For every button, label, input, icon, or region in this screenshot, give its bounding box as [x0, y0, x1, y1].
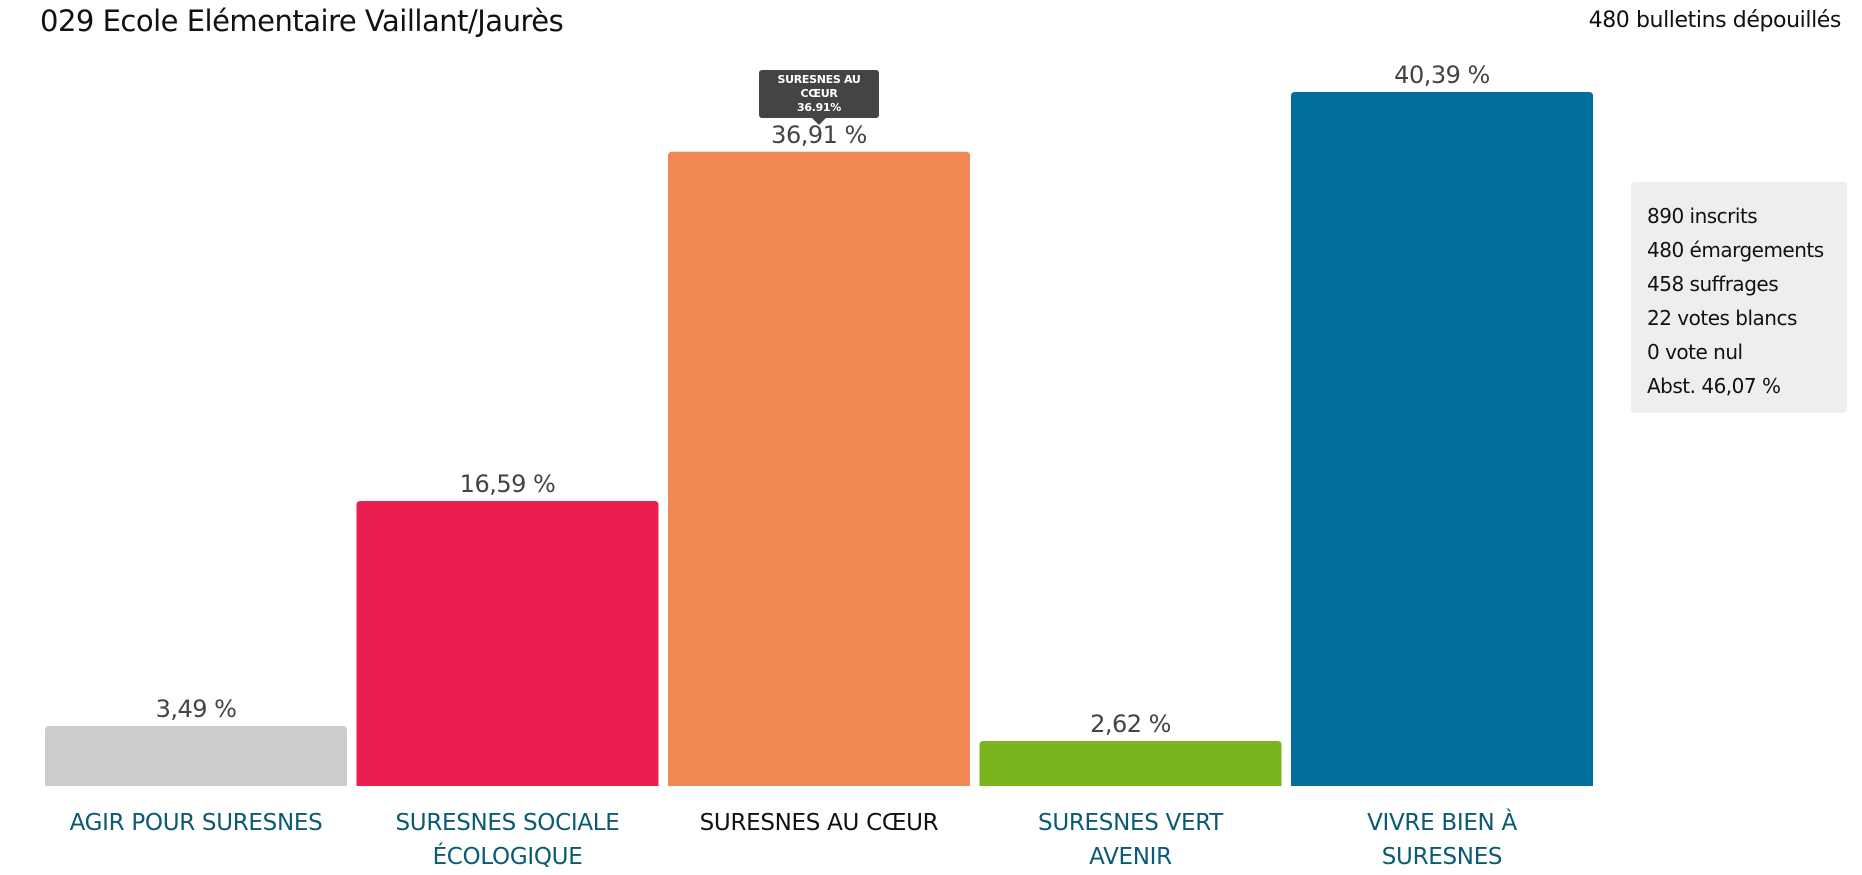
bar-2[interactable]	[668, 151, 970, 787]
category-label-line: SURESNES	[1381, 844, 1503, 870]
stat-nuls: 0 vote nul	[1647, 340, 1743, 364]
ballots-count: 480 bulletins dépouillés	[1588, 8, 1842, 33]
category-label-line: ÉCOLOGIQUE	[432, 844, 583, 870]
bar-value-label: 2,62 %	[1090, 710, 1171, 738]
category-label-line: SURESNES AU CŒUR	[699, 810, 939, 836]
bar-1[interactable]	[356, 500, 659, 786]
bar-3[interactable]	[979, 740, 1282, 786]
bar-4[interactable]	[1291, 92, 1593, 786]
bar-value-label: 36,91 %	[771, 121, 867, 149]
tooltip-value: 36.91%	[796, 100, 841, 114]
stat-blancs: 22 votes blancs	[1647, 306, 1797, 330]
category-label-line: VIVRE BIEN À	[1367, 810, 1517, 836]
bar-tooltip: SURESNES AU CŒUR 36.91%	[759, 69, 879, 125]
category-label-line: AGIR POUR SURESNES	[69, 810, 323, 836]
category-label[interactable]: AGIR POUR SURESNES	[45, 806, 347, 840]
bar-value-label: 16,59 %	[460, 470, 556, 498]
tooltip-name: SURESNES AU CŒUR	[777, 72, 861, 100]
stat-abstention: Abst. 46,07 %	[1647, 374, 1781, 398]
category-label-line: SURESNES SOCIALE	[395, 810, 620, 836]
stat-suffrages: 458 suffrages	[1647, 272, 1779, 296]
stat-inscrits: 890 inscrits	[1647, 204, 1758, 228]
category-label[interactable]: SURESNES SOCIALE ÉCOLOGIQUE	[357, 806, 659, 874]
category-label[interactable]: SURESNES VERT AVENIR	[980, 806, 1282, 874]
category-label-line: AVENIR	[1089, 844, 1172, 870]
bar-value-label: 3,49 %	[156, 695, 237, 723]
bar-0[interactable]	[45, 726, 347, 786]
stats-panel: 890 inscrits 480 émargements 458 suffrag…	[1631, 182, 1847, 413]
bar-value-label: 40,39 %	[1394, 61, 1490, 89]
category-label[interactable]: SURESNES AU CŒUR	[668, 806, 970, 840]
stat-emargements: 480 émargements	[1647, 238, 1824, 262]
page-title: 029 Ecole Elémentaire Vaillant/Jaurès	[40, 4, 564, 38]
category-label-line: SURESNES VERT	[1038, 810, 1223, 836]
category-label[interactable]: VIVRE BIEN À SURESNES	[1291, 806, 1593, 874]
